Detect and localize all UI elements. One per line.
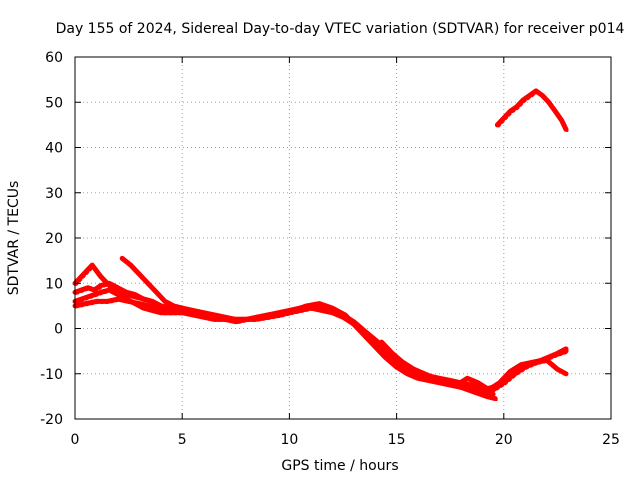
series-jitter-4 bbox=[122, 258, 496, 397]
axis-ticks bbox=[74, 56, 612, 420]
x-tick-label: 0 bbox=[71, 432, 80, 448]
y-tick-label: 60 bbox=[45, 50, 63, 66]
x-axis-title: GPS time / hours bbox=[281, 458, 398, 474]
series-line-5 bbox=[72, 296, 185, 316]
x-tick-labels: 0 5 10 15 20 25 bbox=[71, 432, 620, 448]
series-jitter-6 bbox=[382, 342, 569, 393]
y-tick-label: 0 bbox=[54, 322, 63, 338]
x-tick-label: 5 bbox=[178, 432, 187, 448]
x-tick-label: 20 bbox=[495, 432, 513, 448]
series-jitter-7 bbox=[497, 91, 569, 132]
series-jitter-5 bbox=[75, 299, 185, 316]
x-tick-label: 25 bbox=[602, 432, 620, 448]
x-tick-label: 10 bbox=[280, 432, 298, 448]
y-tick-label: -10 bbox=[40, 367, 63, 383]
y-tick-label: 10 bbox=[45, 276, 63, 292]
y-tick-label: 50 bbox=[45, 95, 63, 111]
data-series bbox=[72, 88, 569, 402]
y-tick-labels: -20 -10 0 10 20 30 40 50 60 bbox=[40, 50, 63, 428]
y-tick-label: 20 bbox=[45, 231, 63, 247]
y-axis-title: SDTVAR / TECUs bbox=[6, 181, 22, 296]
x-tick-label: 15 bbox=[388, 432, 406, 448]
series-line-4 bbox=[119, 255, 496, 397]
chart-title: Day 155 of 2024, Sidereal Day-to-day VTE… bbox=[56, 21, 625, 37]
y-tick-label: 40 bbox=[45, 141, 63, 157]
y-tick-label: 30 bbox=[45, 186, 63, 202]
y-tick-label: -20 bbox=[40, 412, 63, 428]
